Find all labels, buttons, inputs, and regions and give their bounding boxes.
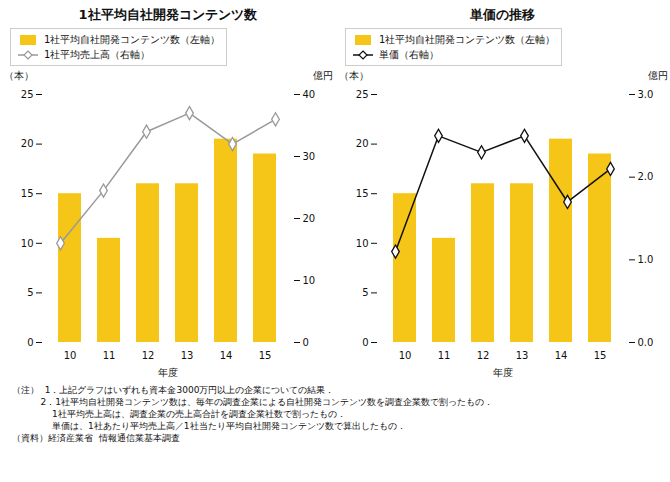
svg-text:0: 0 (27, 337, 33, 348)
svg-text:2.0: 2.0 (638, 171, 654, 182)
svg-text:3.0: 3.0 (638, 89, 654, 100)
svg-text:14: 14 (555, 350, 568, 361)
html-text:（注） 1．上記グラフはいずれも資本金3000万円以上の企業: （注） 1．上記グラフはいずれも資本金3000万円以上の企業についての結果． (12, 385, 335, 395)
svg-text:1.0: 1.0 (638, 254, 654, 265)
svg-text:13: 13 (181, 350, 194, 361)
svg-text:30: 30 (303, 151, 316, 162)
svg-text:（本）: （本） (339, 70, 369, 81)
html-text:2．1社平均自社開発コンテンツ数は、毎年の調査企業による自社: 2．1社平均自社開発コンテンツ数は、毎年の調査企業による自社開発コンテンツ数を調… (12, 397, 494, 407)
svg-text:11: 11 (103, 350, 116, 361)
html-text:1社平均自社開発コンテンツ数（左軸）: 1社平均自社開発コンテンツ数（左軸） (44, 34, 221, 45)
svg-text:20: 20 (303, 213, 316, 224)
svg-text:12: 12 (142, 350, 155, 361)
html-text:（資料）経済産業省 情報通信業基本調査: （資料）経済産業省 情報通信業基本調査 (12, 433, 180, 443)
html-text:1社平均売上高（右軸）: 1社平均売上高（右軸） (44, 49, 151, 60)
svg-text:20: 20 (356, 138, 369, 149)
svg-text:25: 25 (21, 89, 34, 100)
svg-text:13: 13 (516, 350, 529, 361)
svg-text:25: 25 (356, 89, 369, 100)
svg-text:5: 5 (362, 287, 368, 298)
svg-text:億円: 億円 (648, 70, 668, 81)
svg-text:10: 10 (21, 238, 34, 249)
svg-text:15: 15 (21, 188, 34, 199)
html-text:単価は、1社あたり平均売上高／1社当たり平均自社開発コンテン: 単価は、1社あたり平均売上高／1社当たり平均自社開発コンテンツ数で算出したもの． (12, 421, 406, 431)
svg-text:15: 15 (259, 350, 272, 361)
svg-text:15: 15 (594, 350, 607, 361)
svg-text:10: 10 (356, 238, 369, 249)
svg-text:40: 40 (303, 89, 316, 100)
html-text:単価（右軸）: 単価（右軸） (379, 49, 439, 60)
svg-text:0.0: 0.0 (638, 337, 654, 348)
svg-text:0: 0 (362, 337, 368, 348)
svg-text:5: 5 (27, 287, 33, 298)
svg-text:12: 12 (477, 350, 490, 361)
svg-text:11: 11 (438, 350, 451, 361)
svg-text:億円: 億円 (313, 70, 333, 81)
svg-text:年度: 年度 (158, 367, 178, 378)
svg-text:0: 0 (303, 337, 309, 348)
svg-text:15: 15 (356, 188, 369, 199)
svg-text:10: 10 (64, 350, 77, 361)
svg-text:年度: 年度 (493, 367, 513, 378)
html-text:1社平均自社開発コンテンツ数（左軸）: 1社平均自社開発コンテンツ数（左軸） (379, 34, 556, 45)
svg-text:20: 20 (21, 138, 34, 149)
svg-text:14: 14 (220, 350, 233, 361)
html-text:1社平均売上高は、調査企業の売上高合計を調査企業社数で割った: 1社平均売上高は、調査企業の売上高合計を調査企業社数で割ったもの． (12, 409, 346, 419)
svg-text:10: 10 (303, 275, 316, 286)
svg-text:10: 10 (399, 350, 412, 361)
html-text:単価の推移: 単価の推移 (470, 7, 535, 22)
svg-text:（本）: （本） (4, 70, 34, 81)
html-text:1社平均自社開発コンテンツ数: 1社平均自社開発コンテンツ数 (78, 7, 257, 22)
